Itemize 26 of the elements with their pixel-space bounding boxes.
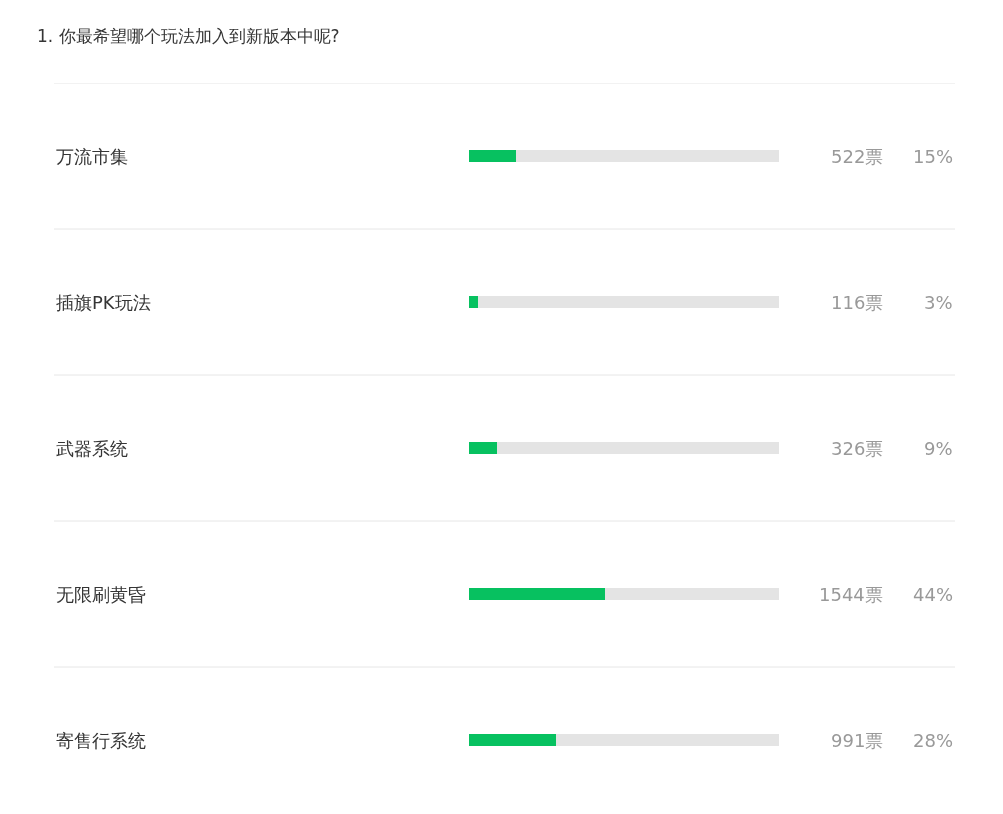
bar xyxy=(469,588,605,600)
bar xyxy=(497,442,779,454)
bar xyxy=(469,150,516,162)
y-tick-label: 武器系统 xyxy=(56,438,128,459)
bar xyxy=(556,734,779,746)
bar xyxy=(605,588,779,600)
y-tick-label: 万流市集 xyxy=(56,146,128,167)
text: 522票 xyxy=(831,146,884,167)
data-label: 28% xyxy=(913,730,954,751)
y-tick-label: 无限刷黄昏 xyxy=(56,584,146,605)
bar xyxy=(516,150,779,162)
data-label: 3% xyxy=(924,292,953,313)
bar xyxy=(469,442,497,454)
text: 116票 xyxy=(831,292,884,313)
text: 1544票 xyxy=(819,584,883,605)
y-tick-label: 寄售行系统 xyxy=(56,730,146,751)
data-label: 9% xyxy=(924,438,953,459)
y-tick-label: 插旗PK玩法 xyxy=(56,292,151,313)
text: 326票 xyxy=(831,438,884,459)
bar xyxy=(469,734,556,746)
data-label: 15% xyxy=(913,146,954,167)
data-label: 44% xyxy=(913,584,954,605)
bar xyxy=(469,296,478,308)
text: 991票 xyxy=(831,730,884,751)
bar xyxy=(478,296,779,308)
text: 1. 你最希望哪个玩法加入到新版本中呢? xyxy=(37,25,340,46)
